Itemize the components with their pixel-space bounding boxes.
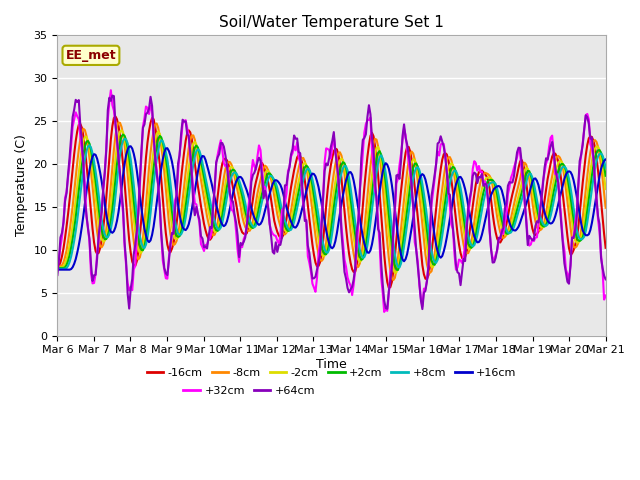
+8cm [602,165,609,171]
-8cm [54,264,61,269]
+32cm [54,266,61,272]
+8cm [218,220,226,226]
+32cm [218,147,226,153]
+16cm [573,192,580,198]
+64cm [122,259,130,265]
X-axis label: Time: Time [316,358,347,371]
-16cm [385,285,392,290]
-2cm [246,225,253,231]
+2cm [237,187,244,192]
Line: +32cm: +32cm [58,90,605,312]
+32cm [602,293,609,299]
+8cm [295,198,303,204]
+2cm [602,173,609,179]
+8cm [122,137,130,143]
Line: +2cm: +2cm [58,134,605,270]
+64cm [218,140,226,146]
-8cm [602,205,609,211]
+2cm [394,267,402,273]
-8cm [237,204,244,209]
-8cm [295,165,303,171]
+16cm [602,156,609,162]
+32cm [574,186,582,192]
+2cm [122,137,130,143]
-8cm [218,185,226,191]
-2cm [391,270,399,276]
-16cm [237,226,244,231]
-8cm [246,228,253,234]
Line: -2cm: -2cm [58,130,605,273]
+16cm [218,222,226,228]
-8cm [115,120,122,125]
Line: -8cm: -8cm [58,122,605,280]
+2cm [119,132,127,137]
+64cm [419,306,426,312]
-2cm [574,240,582,245]
-2cm [602,186,609,192]
+64cm [574,185,582,191]
Line: +64cm: +64cm [58,96,605,309]
+8cm [121,136,129,142]
-2cm [122,144,130,149]
-2cm [118,127,125,133]
+2cm [246,222,253,228]
-16cm [218,161,226,167]
-16cm [295,152,303,158]
+64cm [237,240,244,246]
+8cm [54,266,61,272]
-2cm [218,201,226,206]
-8cm [574,240,582,246]
-16cm [54,264,61,270]
-2cm [295,178,303,184]
+32cm [107,87,115,93]
+2cm [574,238,582,243]
Y-axis label: Temperature (C): Temperature (C) [15,134,28,237]
+16cm [54,267,61,273]
+64cm [109,93,116,98]
+32cm [380,309,388,315]
Text: EE_met: EE_met [66,49,116,62]
+16cm [237,174,244,180]
-2cm [237,193,244,199]
Line: -16cm: -16cm [58,117,605,288]
+8cm [237,182,244,188]
+64cm [602,276,609,282]
+32cm [246,193,253,199]
-16cm [574,226,582,231]
+8cm [246,218,253,224]
Line: +16cm: +16cm [58,146,605,270]
+2cm [218,212,226,218]
+16cm [246,198,253,204]
-8cm [122,156,130,161]
+64cm [295,149,303,155]
-16cm [111,114,119,120]
-2cm [54,264,61,270]
+16cm [295,219,303,225]
+16cm [127,144,134,149]
-16cm [122,199,130,205]
-8cm [390,277,397,283]
Line: +8cm: +8cm [58,139,605,269]
+32cm [122,263,130,268]
+8cm [573,226,580,232]
-16cm [602,245,609,251]
+2cm [295,189,303,194]
+16cm [121,161,129,167]
+32cm [237,243,244,249]
-16cm [246,218,253,224]
+2cm [54,265,61,271]
+32cm [295,155,303,160]
+64cm [246,201,253,206]
Title: Soil/Water Temperature Set 1: Soil/Water Temperature Set 1 [219,15,444,30]
+64cm [54,272,61,278]
Legend: +32cm, +64cm: +32cm, +64cm [179,382,320,401]
